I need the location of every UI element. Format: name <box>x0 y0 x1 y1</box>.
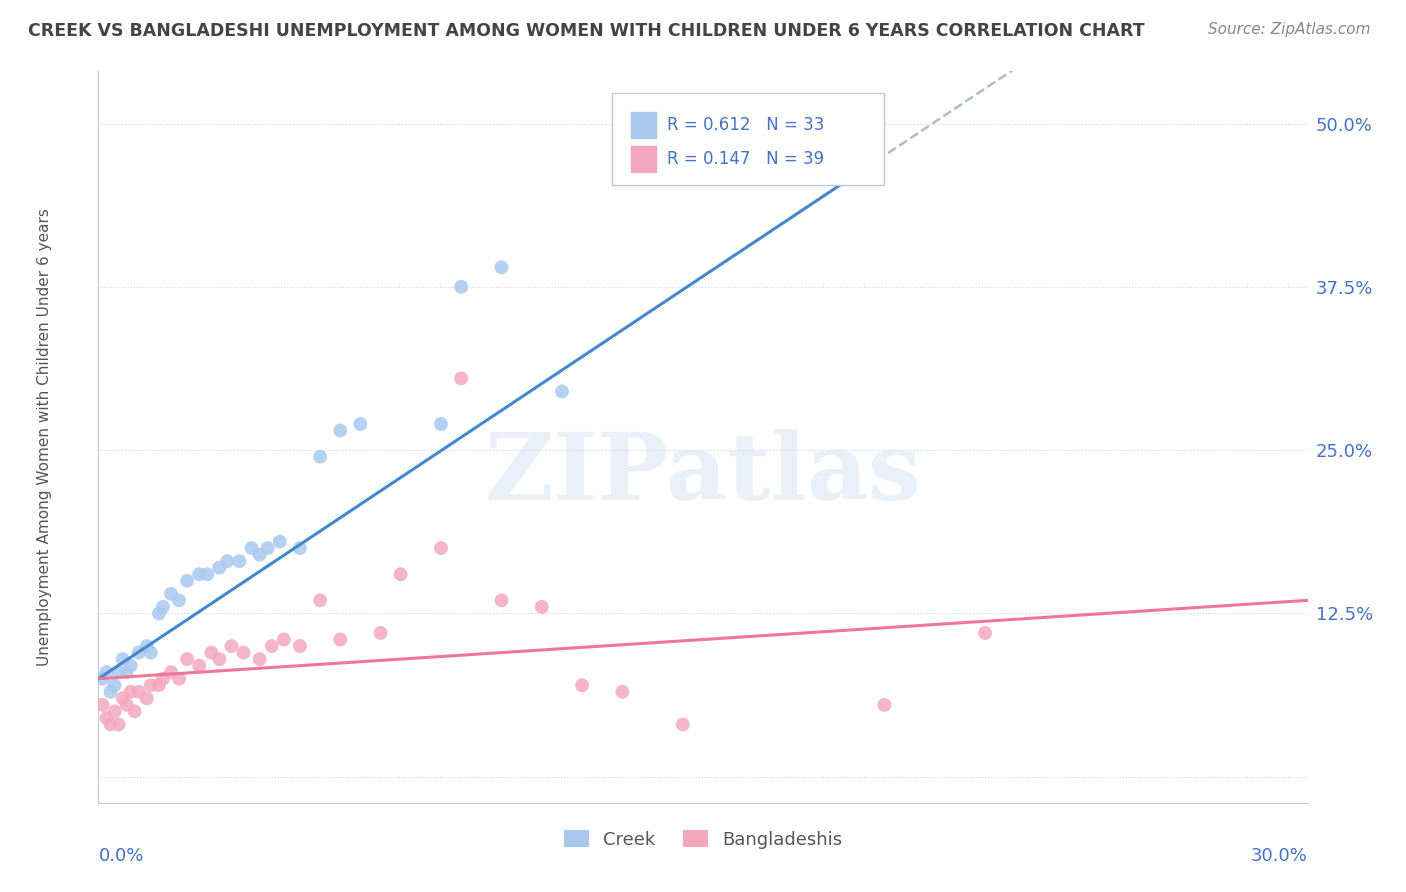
Point <box>672 717 695 731</box>
Point <box>288 541 311 555</box>
Point <box>309 450 332 464</box>
Point <box>188 567 211 582</box>
Point <box>188 658 211 673</box>
Point <box>273 632 295 647</box>
Text: ZIPatlas: ZIPatlas <box>485 429 921 518</box>
Point <box>260 639 283 653</box>
Point <box>115 665 138 680</box>
Point <box>309 593 332 607</box>
Point <box>128 646 150 660</box>
Point <box>107 717 129 731</box>
Point <box>103 705 125 719</box>
Point <box>221 639 243 653</box>
Point <box>288 639 311 653</box>
Point <box>269 534 291 549</box>
Point <box>96 711 118 725</box>
Point <box>228 554 250 568</box>
Point <box>240 541 263 555</box>
Text: 30.0%: 30.0% <box>1251 847 1308 864</box>
Point <box>551 384 574 399</box>
Text: R = 0.612   N = 33: R = 0.612 N = 33 <box>666 116 824 134</box>
Point <box>217 554 239 568</box>
Legend: Creek, Bangladeshis: Creek, Bangladeshis <box>557 822 849 856</box>
Point <box>256 541 278 555</box>
FancyBboxPatch shape <box>630 145 657 173</box>
Point <box>450 280 472 294</box>
Point <box>873 698 896 712</box>
Point <box>115 698 138 712</box>
Point <box>128 685 150 699</box>
Point <box>103 678 125 692</box>
Point <box>135 639 157 653</box>
Point <box>430 417 453 431</box>
Point <box>491 593 513 607</box>
Point <box>974 626 997 640</box>
Text: 0.0%: 0.0% <box>98 847 143 864</box>
Point <box>111 691 134 706</box>
Point <box>124 705 146 719</box>
Text: R = 0.147   N = 39: R = 0.147 N = 39 <box>666 150 824 168</box>
Point <box>107 665 129 680</box>
Point <box>120 658 142 673</box>
Point <box>152 672 174 686</box>
Point <box>176 652 198 666</box>
Point <box>232 646 254 660</box>
Point <box>148 607 170 621</box>
Text: CREEK VS BANGLADESHI UNEMPLOYMENT AMONG WOMEN WITH CHILDREN UNDER 6 YEARS CORREL: CREEK VS BANGLADESHI UNEMPLOYMENT AMONG … <box>28 22 1144 40</box>
Point <box>176 574 198 588</box>
Point <box>208 652 231 666</box>
Point <box>329 424 352 438</box>
Point <box>571 678 593 692</box>
Point <box>160 587 183 601</box>
Point <box>370 626 392 640</box>
Point <box>96 665 118 680</box>
Point <box>135 691 157 706</box>
Point <box>91 698 114 712</box>
Point <box>100 717 122 731</box>
Point <box>349 417 371 431</box>
Point <box>100 685 122 699</box>
Point <box>139 646 162 660</box>
Point <box>195 567 218 582</box>
Text: Unemployment Among Women with Children Under 6 years: Unemployment Among Women with Children U… <box>37 208 52 666</box>
FancyBboxPatch shape <box>613 94 884 185</box>
Point <box>430 541 453 555</box>
Point <box>450 371 472 385</box>
Point <box>91 672 114 686</box>
Point <box>148 678 170 692</box>
Point <box>208 560 231 574</box>
Point <box>491 260 513 275</box>
Point <box>249 652 271 666</box>
Point <box>152 599 174 614</box>
Point <box>200 646 222 660</box>
Point <box>612 685 634 699</box>
Point <box>530 599 553 614</box>
Point <box>249 548 271 562</box>
Point <box>160 665 183 680</box>
FancyBboxPatch shape <box>630 111 657 138</box>
Point <box>139 678 162 692</box>
Point <box>111 652 134 666</box>
Point <box>389 567 412 582</box>
Point <box>120 685 142 699</box>
Text: Source: ZipAtlas.com: Source: ZipAtlas.com <box>1208 22 1371 37</box>
Point <box>329 632 352 647</box>
Point <box>167 672 190 686</box>
Point <box>167 593 190 607</box>
